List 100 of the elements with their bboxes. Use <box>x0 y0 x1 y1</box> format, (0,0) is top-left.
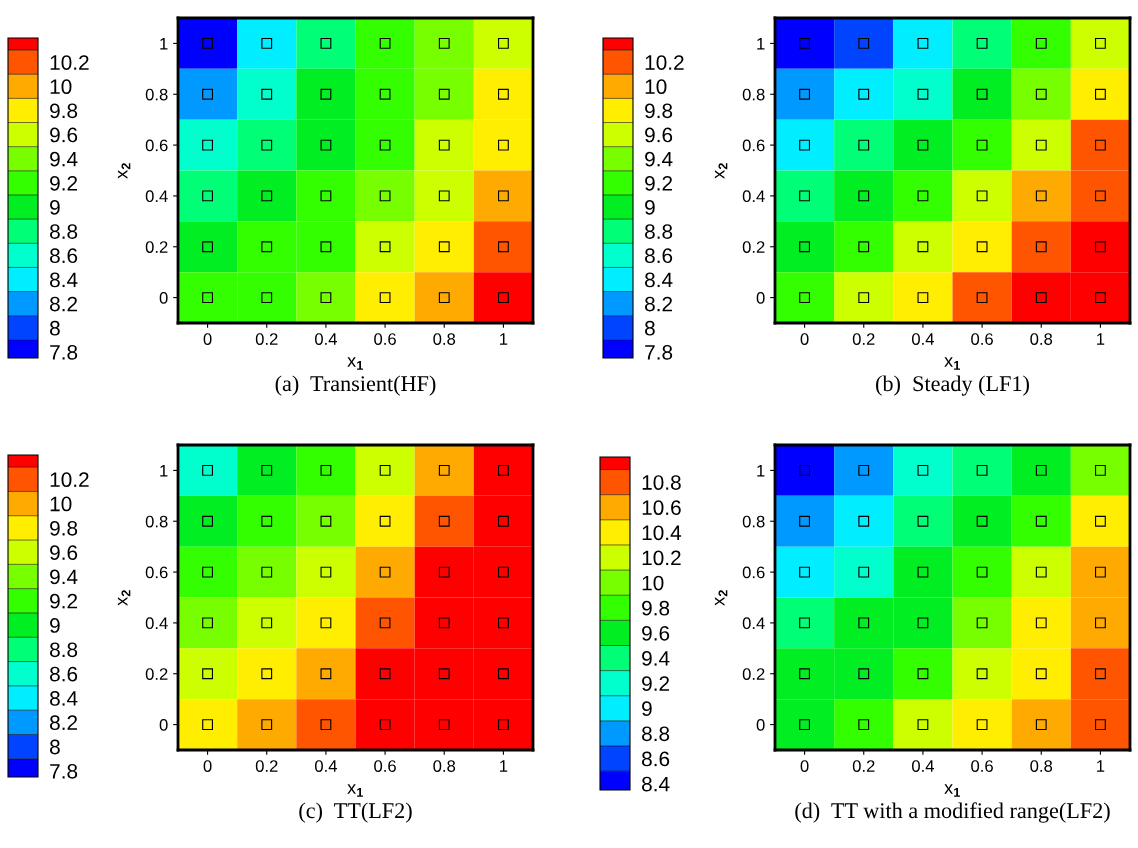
color-bar-label: 10.2 <box>50 472 89 488</box>
point <box>261 190 273 202</box>
point <box>261 566 273 578</box>
point <box>261 241 273 253</box>
point <box>379 292 391 303</box>
point <box>858 190 870 202</box>
point <box>1035 465 1047 476</box>
point <box>917 617 929 629</box>
color-bar-label: 9.8 <box>642 600 670 616</box>
color-bar-label: 9.2 <box>50 175 78 191</box>
point <box>917 719 929 730</box>
y-tick-label: 0.6 <box>742 566 765 579</box>
point <box>976 241 988 253</box>
point <box>799 668 810 680</box>
x-tick-label: 0.2 <box>255 760 278 772</box>
point <box>202 190 213 202</box>
point <box>202 38 213 49</box>
point <box>261 88 273 100</box>
point <box>858 465 870 476</box>
point <box>917 465 929 476</box>
y-tick-label: 0.2 <box>145 668 168 680</box>
point <box>917 515 929 527</box>
color-bar-label: 9 <box>50 618 60 633</box>
color-bar-label: 8.8 <box>645 224 673 239</box>
point <box>320 190 332 202</box>
point <box>917 190 929 202</box>
point <box>379 190 391 202</box>
x-tick-label: 0.2 <box>852 760 875 772</box>
x-tick-label: 0.6 <box>374 760 396 772</box>
point <box>438 668 450 680</box>
point <box>202 88 213 100</box>
x-tick-label: 0.4 <box>314 760 338 772</box>
x-tick-label: 0.8 <box>433 333 456 345</box>
point <box>320 566 332 578</box>
color-bar-label: 8.6 <box>645 248 673 264</box>
point <box>858 139 870 151</box>
point <box>320 292 332 303</box>
point <box>799 190 810 202</box>
point <box>379 668 391 680</box>
point <box>438 515 450 527</box>
color-bar-label: 9.4 <box>50 569 78 585</box>
point <box>1035 38 1047 49</box>
text: (c) TT(LF2) <box>299 802 412 823</box>
color-bar-label: 9.2 <box>50 593 78 609</box>
point <box>1095 241 1106 253</box>
x-axis-title: x$_{1}$ <box>944 357 960 370</box>
y-tick-label: 1 <box>757 464 765 477</box>
color-bar-label: 8.4 <box>50 272 78 288</box>
color-bar-label: 9.2 <box>642 676 670 691</box>
text: (a) Transient(HF) <box>275 375 436 396</box>
point <box>1035 139 1047 151</box>
point <box>438 190 450 202</box>
point <box>498 668 509 680</box>
color-bar-label: 8.4 <box>645 272 673 288</box>
y-tick-label: 1 <box>160 37 168 50</box>
point <box>976 190 988 202</box>
color-bar-label: 10.2 <box>642 550 681 566</box>
point <box>498 190 509 202</box>
point <box>261 139 273 151</box>
y-tick-label: 0.2 <box>742 668 765 680</box>
color-bar-label: 10 <box>50 79 72 95</box>
y-tick-label: 0.8 <box>742 88 765 101</box>
point <box>858 719 870 730</box>
color-bar-label: 8.8 <box>642 726 670 742</box>
x-tick-label: 0.6 <box>374 333 396 345</box>
y-tick-label: 0.4 <box>742 190 765 203</box>
point <box>320 241 332 253</box>
point <box>1095 668 1106 680</box>
x-tick-label: 1 <box>500 760 508 772</box>
x-tick-label: 0.2 <box>852 333 875 345</box>
point <box>379 515 391 527</box>
point <box>320 617 332 629</box>
point <box>1095 292 1106 303</box>
y-tick-label: 0 <box>159 291 168 304</box>
y-tick-label: 1 <box>757 37 765 50</box>
point <box>498 566 509 578</box>
x-tick-label: 0 <box>203 760 212 772</box>
point <box>438 88 450 100</box>
color-bar-label: 10.2 <box>50 55 89 70</box>
point <box>1035 617 1047 629</box>
color-bar-label: 9 <box>642 701 652 717</box>
y-tick-label: 0 <box>756 718 765 731</box>
point <box>976 566 988 578</box>
color-bar-label: 8 <box>50 739 60 755</box>
color-bar-label: 10 <box>645 79 667 95</box>
point <box>438 719 450 730</box>
point <box>498 38 509 49</box>
point <box>202 566 213 578</box>
color-bar-label: 9.8 <box>50 520 78 536</box>
point <box>858 668 870 680</box>
point <box>1035 566 1047 578</box>
point <box>261 515 273 527</box>
point <box>976 668 988 680</box>
point <box>1095 139 1106 151</box>
x-tick-label: 0.8 <box>433 760 456 772</box>
color-bar-label: 9.4 <box>50 151 78 167</box>
color-bar-label: 8.4 <box>642 776 670 792</box>
point <box>799 139 810 151</box>
point <box>438 617 450 629</box>
color-bar-label: 8.2 <box>645 296 673 312</box>
